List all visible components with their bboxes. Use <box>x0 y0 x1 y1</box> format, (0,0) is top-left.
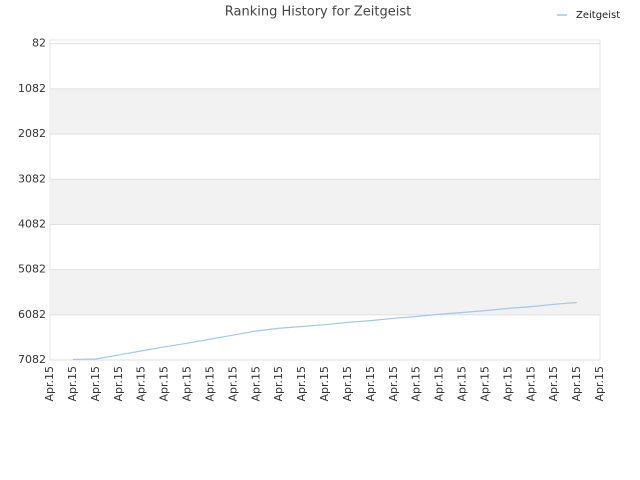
x-tick-label: Apr.15 <box>433 366 446 402</box>
x-tick-label: Apr.15 <box>249 366 262 402</box>
x-tick-label: Apr.15 <box>203 366 216 402</box>
x-tick-label: Apr.15 <box>295 366 308 402</box>
x-tick-label: Apr.15 <box>524 366 537 402</box>
x-tick-label: Apr.15 <box>387 366 400 402</box>
grid-band <box>50 269 600 315</box>
y-tick-label: 7082 <box>18 353 46 366</box>
x-tick-label: Apr.15 <box>181 366 194 402</box>
y-tick-label: 5082 <box>18 263 46 276</box>
x-tick-label: Apr.15 <box>318 366 331 402</box>
x-tick-label: Apr.15 <box>341 366 354 402</box>
y-tick-label: 3082 <box>18 172 46 185</box>
x-tick-label: Apr.15 <box>66 366 79 402</box>
x-tick-label: Apr.15 <box>501 366 514 402</box>
grid-band <box>50 88 600 135</box>
x-tick-label: Apr.15 <box>43 366 56 402</box>
x-tick-label: Apr.15 <box>456 366 469 402</box>
x-tick-label: Apr.15 <box>570 366 583 402</box>
x-tick-label: Apr.15 <box>478 366 491 402</box>
y-tick-label: 82 <box>32 37 46 50</box>
x-tick-label: Apr.15 <box>593 366 606 402</box>
line <box>72 301 578 361</box>
y-tick-label: 4082 <box>18 217 46 230</box>
x-tick-label: Apr.15 <box>112 366 125 402</box>
x-tick-label: Apr.15 <box>272 366 285 402</box>
x-tick-label: Apr.15 <box>135 366 148 402</box>
chart-title: Ranking History for Zeitgeist <box>225 5 411 20</box>
y-tick-label: 1082 <box>18 82 46 95</box>
x-tick-label: Apr.15 <box>410 366 423 402</box>
x-tick-label: Apr.15 <box>547 366 560 402</box>
x-tick-label: Apr.15 <box>364 366 377 402</box>
x-tick-label: Apr.15 <box>226 366 239 402</box>
y-tick-label: 6082 <box>18 308 46 321</box>
y-tick-label: 2082 <box>18 127 46 140</box>
x-tick-label: Apr.15 <box>89 366 102 402</box>
legend-label: Zeitgeist <box>576 10 620 21</box>
grid-band <box>50 179 600 225</box>
x-tick-label: Apr.15 <box>158 366 171 402</box>
